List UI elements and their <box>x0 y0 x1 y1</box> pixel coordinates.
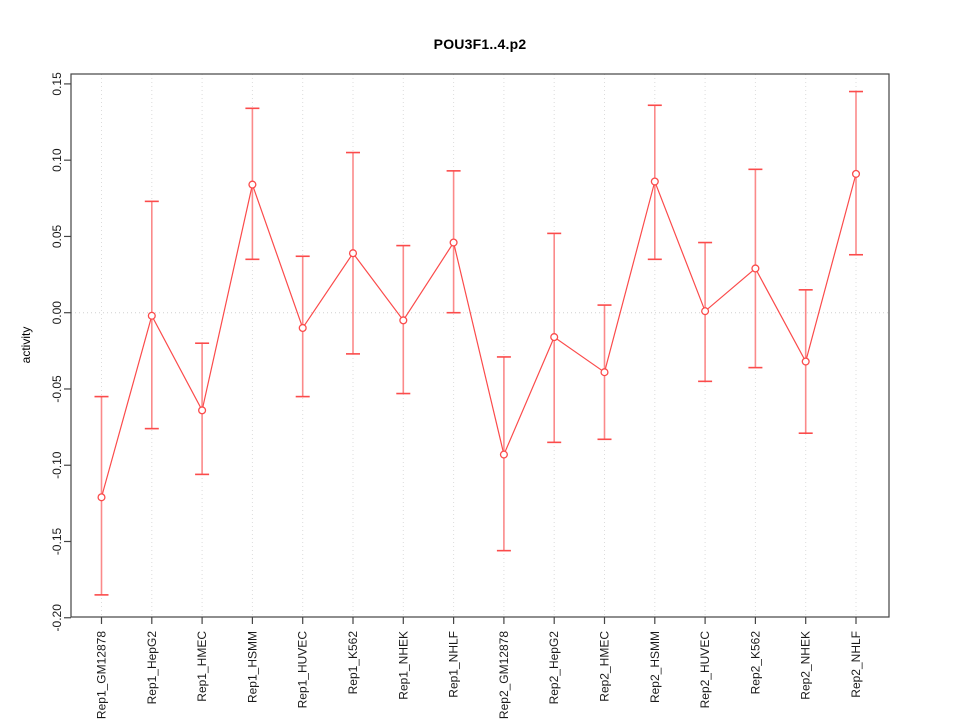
data-point-marker <box>701 307 710 316</box>
x-tick-label: Rep1_NHLF <box>447 631 461 698</box>
x-tick-label: Rep1_GM12878 <box>95 631 109 719</box>
plot-box <box>70 73 890 618</box>
data-point-marker <box>298 323 307 333</box>
x-tick-label: Rep2_HMEC <box>598 631 612 702</box>
chart-title: POU3F1..4.p2 <box>433 36 527 52</box>
y-tick-label: 0.10 <box>50 148 64 172</box>
data-point-marker <box>449 238 458 247</box>
y-tick-label: -0.20 <box>50 604 64 632</box>
data-point-marker <box>97 493 106 502</box>
x-tick-label: Rep2_K562 <box>748 631 762 695</box>
y-tick-label: 0.00 <box>50 301 64 325</box>
data-point-marker <box>801 357 810 366</box>
data-point-marker <box>499 450 508 459</box>
x-tick-label: Rep1_HUVEC <box>296 631 310 709</box>
x-tick-label: Rep2_HSMM <box>648 631 662 703</box>
data-point-marker <box>399 316 408 325</box>
x-tick-label: Rep2_HepG2 <box>547 631 561 705</box>
data-point-marker <box>751 264 760 273</box>
x-tick-label: Rep1_HSMM <box>245 631 259 703</box>
y-tick-label: -0.10 <box>50 451 64 479</box>
data-point-marker <box>147 311 156 320</box>
x-tick-label: Rep1_HMEC <box>195 631 209 702</box>
x-tick-label: Rep1_NHEK <box>396 631 410 700</box>
y-tick-label: 0.05 <box>50 224 64 248</box>
data-point-marker <box>851 169 861 178</box>
data-point-marker <box>198 406 207 415</box>
y-tick-label: -0.05 <box>50 375 64 403</box>
data-point-marker <box>600 368 609 377</box>
x-tick-label: Rep2_HUVEC <box>698 631 712 709</box>
data-point-marker <box>650 177 659 186</box>
x-tick-label: Rep1_HepG2 <box>145 631 159 705</box>
y-tick-label: 0.15 <box>50 72 64 96</box>
x-tick-label: Rep1_K562 <box>346 631 360 695</box>
x-tick-label: Rep2_NHLF <box>849 631 863 698</box>
x-tick-label: Rep2_GM12878 <box>497 631 511 719</box>
data-point-marker <box>550 333 559 342</box>
data-point-marker <box>348 249 358 258</box>
data-point-marker <box>248 180 257 189</box>
y-tick-label: -0.15 <box>50 528 64 556</box>
series-line <box>100 173 857 498</box>
x-tick-label: Rep2_NHEK <box>799 631 813 700</box>
